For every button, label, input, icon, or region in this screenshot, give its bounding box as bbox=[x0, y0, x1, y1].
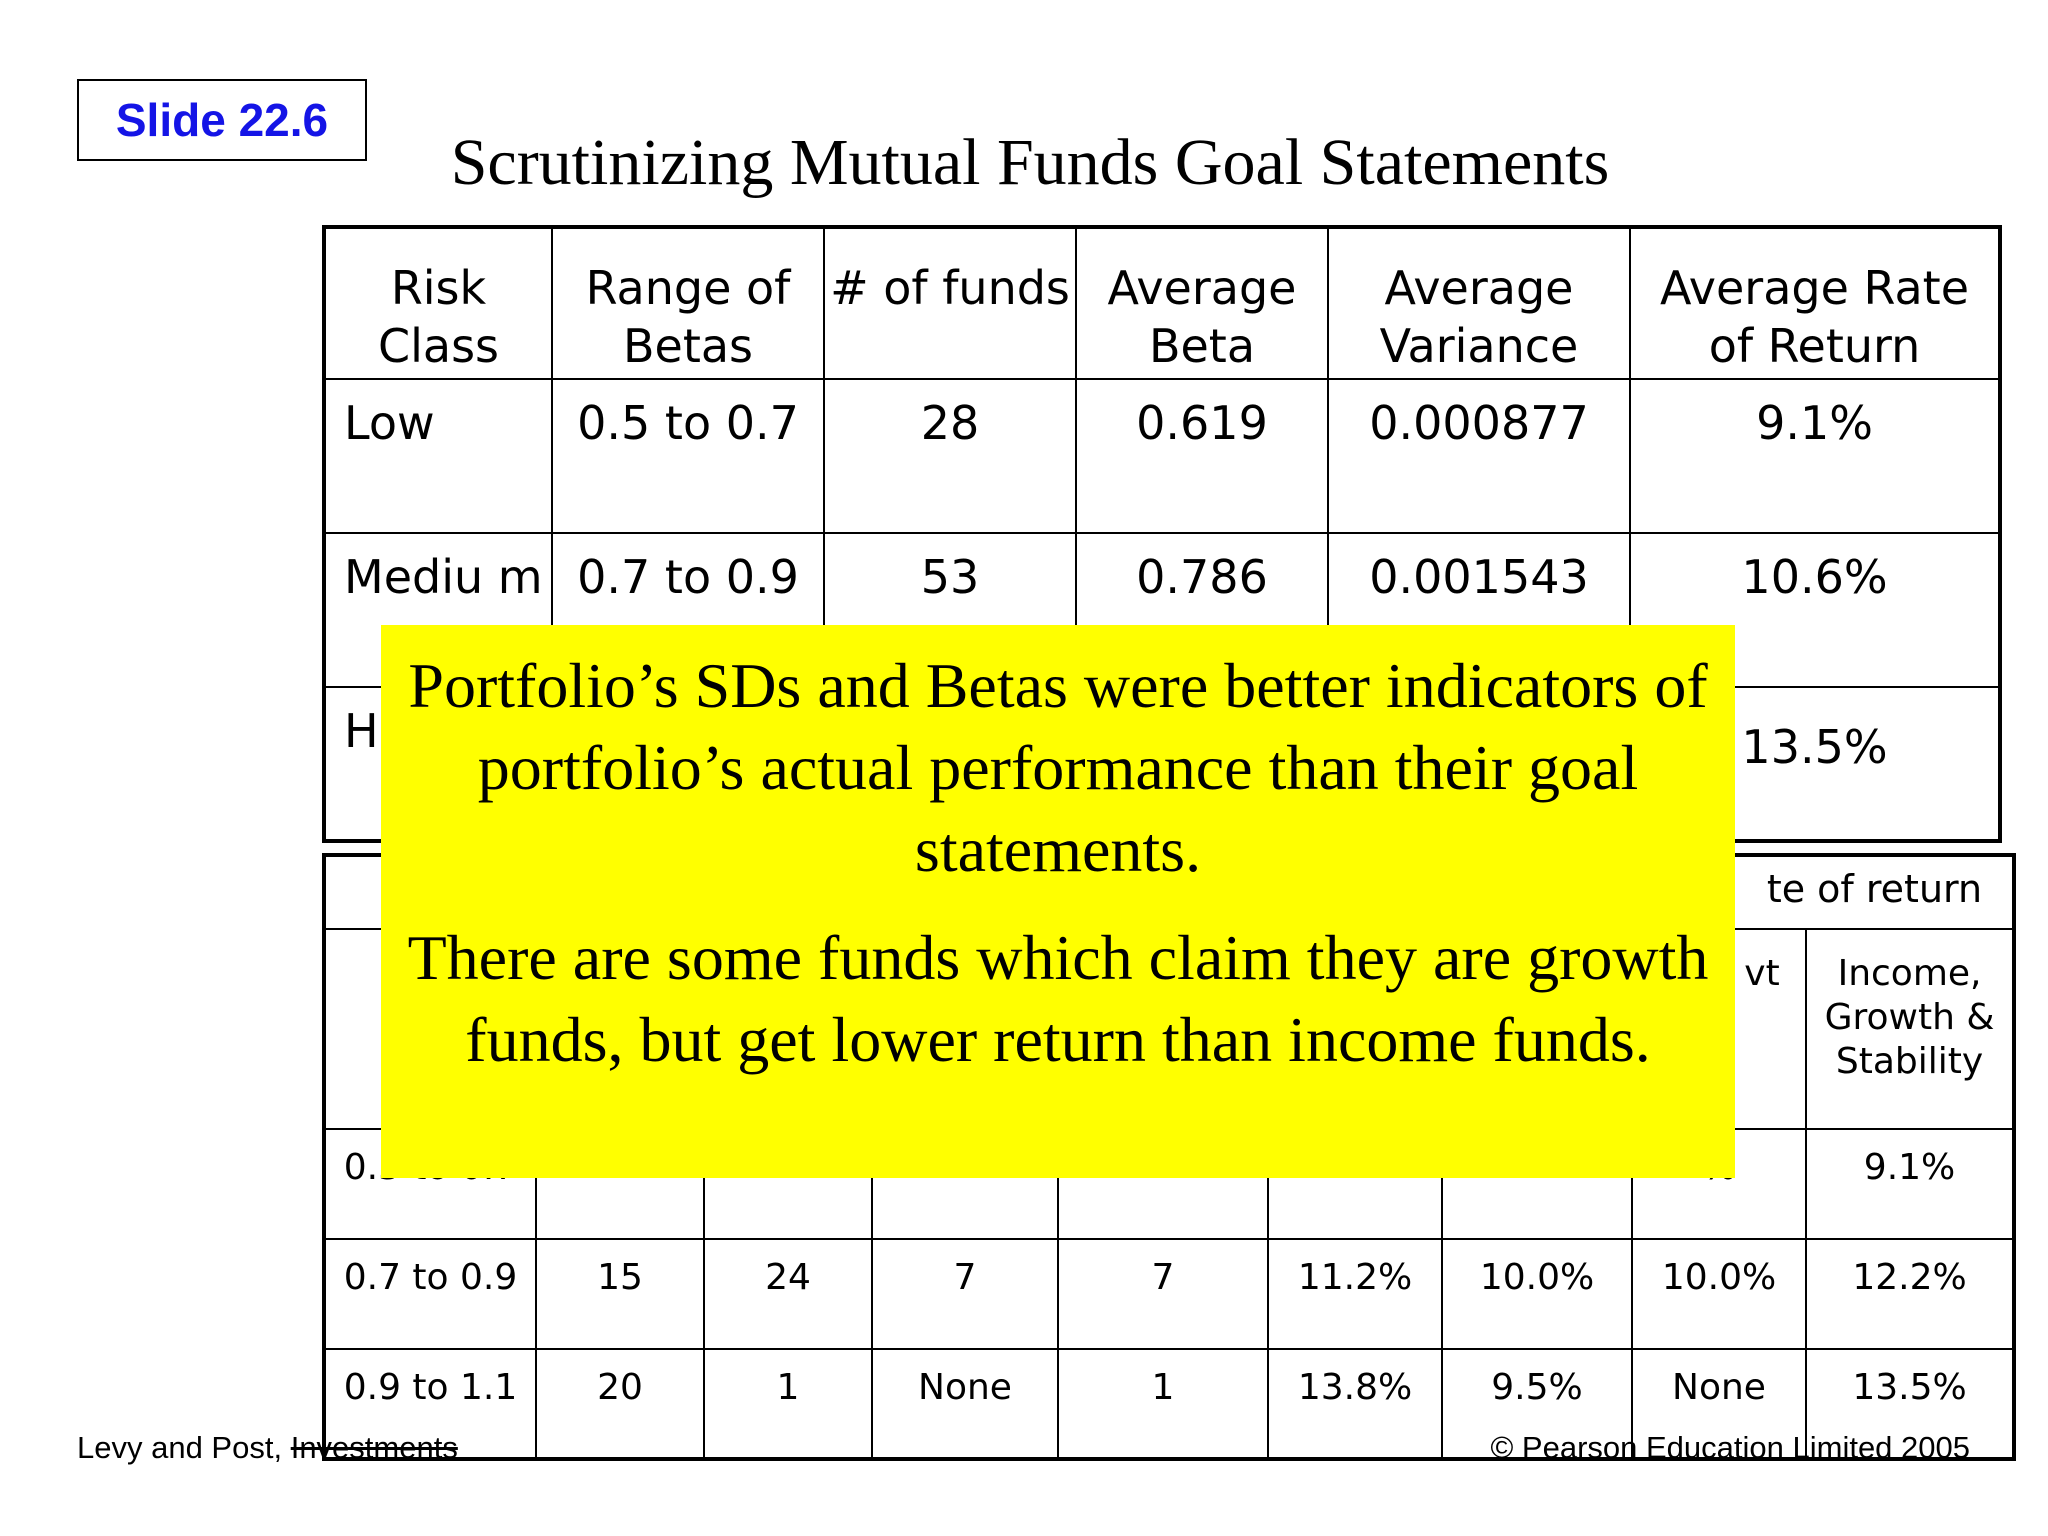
table-cell: 0.619 bbox=[1075, 378, 1329, 534]
table-cell: 7 bbox=[871, 1238, 1059, 1350]
table-cell: 1 bbox=[1057, 1348, 1269, 1460]
table-cell: 9.1% bbox=[1629, 378, 2001, 534]
table-row: 0.7 to 0.9 15 24 7 7 11.2% 10.0% 10.0% 1… bbox=[323, 1238, 2016, 1350]
table-row: Low 0.5 to 0.7 28 0.619 0.000877 9.1% bbox=[323, 378, 2001, 534]
table-cell: 1 bbox=[703, 1348, 873, 1460]
slide-number-label: Slide 22.6 bbox=[77, 79, 367, 161]
table-cell: 10.0% bbox=[1441, 1238, 1633, 1350]
table-cell: 10.0% bbox=[1631, 1238, 1807, 1350]
table-cell: 0.000877 bbox=[1327, 378, 1631, 534]
table-cell: 13.5% bbox=[1804, 1348, 2016, 1460]
table-cell: 9.5% bbox=[1441, 1348, 1633, 1460]
callout-paragraph: Portfolio’s SDs and Betas were better in… bbox=[408, 650, 1708, 885]
header-average-variance: Average Variance bbox=[1327, 226, 1631, 380]
callout-paragraph: There are some funds which claim they ar… bbox=[407, 922, 1709, 1075]
slide-title: Scrutinizing Mutual Funds Goal Statement… bbox=[450, 126, 1610, 199]
table-cell: 15 bbox=[535, 1238, 705, 1350]
footer-copyright: © Pearson Education Limited 2005 bbox=[1490, 1430, 1970, 1465]
table-cell: 0.9 to 1.1 bbox=[323, 1348, 537, 1460]
footer-authors: Levy and Post, bbox=[77, 1430, 283, 1465]
callout-box: Portfolio’s SDs and Betas were better in… bbox=[381, 625, 1735, 1178]
table-cell: 7 bbox=[1057, 1238, 1269, 1350]
header-average-beta: Average Beta bbox=[1075, 226, 1329, 380]
table-cell: 11.2% bbox=[1267, 1238, 1443, 1350]
table-cell: 13.8% bbox=[1267, 1348, 1443, 1460]
header-income-growth-stability: Income, Growth & Stability bbox=[1804, 928, 2016, 1130]
table-cell: 12.2% bbox=[1804, 1238, 2016, 1350]
table-cell: 9.1% bbox=[1804, 1128, 2016, 1240]
footer-source: Levy and Post, Investments bbox=[77, 1428, 458, 1468]
table-cell: 0.7 to 0.9 bbox=[323, 1238, 537, 1350]
table-cell: None bbox=[1631, 1348, 1807, 1460]
table-cell: 0.5 to 0.7 bbox=[551, 378, 825, 534]
table-row: 0.9 to 1.1 20 1 None 1 13.8% 9.5% None 1… bbox=[323, 1348, 2016, 1460]
header-range-of-betas: Range of Betas bbox=[551, 226, 825, 380]
header-number-of-funds: # of funds bbox=[823, 226, 1077, 380]
header-risk-class: Risk Class bbox=[323, 226, 553, 380]
header-average-return: Average Rate of Return bbox=[1629, 226, 2001, 380]
footer-book-title: Investments bbox=[290, 1430, 458, 1465]
table-cell: Low bbox=[323, 378, 553, 534]
table-cell: 24 bbox=[703, 1238, 873, 1350]
table-cell: 28 bbox=[823, 378, 1077, 534]
table-cell: 20 bbox=[535, 1348, 705, 1460]
table-cell: None bbox=[871, 1348, 1059, 1460]
table-header-row: Risk Class Range of Betas # of funds Ave… bbox=[323, 226, 2001, 380]
